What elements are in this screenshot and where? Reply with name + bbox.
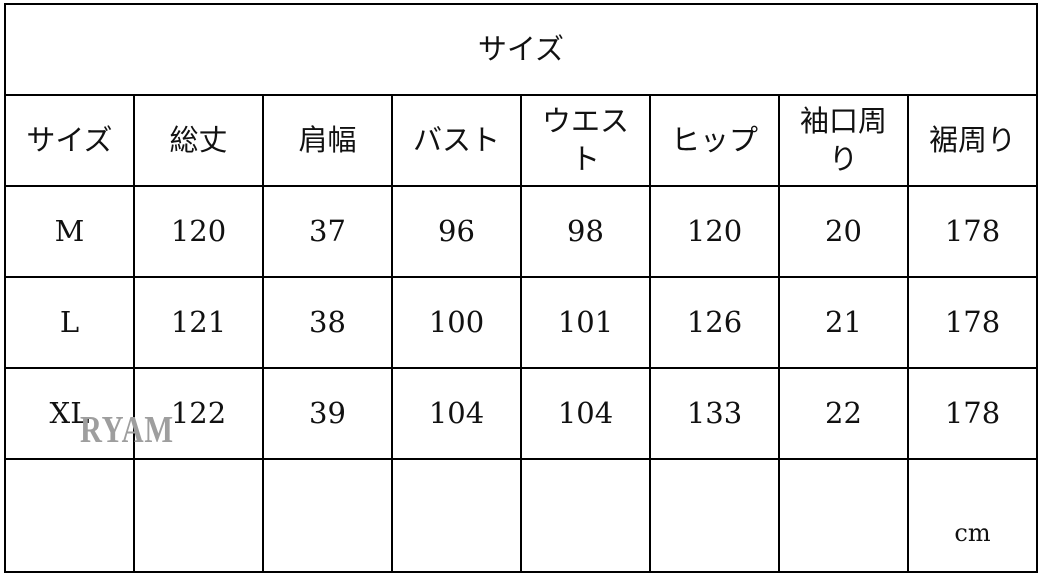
table-row: L 121 38 100 101 126 21 178 [4, 276, 1038, 369]
empty-cell [4, 458, 135, 573]
header-row: サイズ 総丈 肩幅 バスト ウエスト ヒップ 袖口周り 裾周り [4, 94, 1038, 187]
cell: 178 [907, 367, 1038, 460]
cell: 104 [391, 367, 522, 460]
cell: 122 [133, 367, 264, 460]
cell: 104 [520, 367, 651, 460]
cell: XL [4, 367, 135, 460]
cell: 133 [649, 367, 780, 460]
header-cell: サイズ [4, 94, 135, 187]
cell: M [4, 185, 135, 278]
empty-cell [133, 458, 264, 573]
cell: 126 [649, 276, 780, 369]
header-cell: 肩幅 [262, 94, 393, 187]
cell: 121 [133, 276, 264, 369]
cell: 100 [391, 276, 522, 369]
empty-cell [778, 458, 909, 573]
header-cell: バスト [391, 94, 522, 187]
cell: 22 [778, 367, 909, 460]
cell: 98 [520, 185, 651, 278]
cell: 178 [907, 276, 1038, 369]
cell: 21 [778, 276, 909, 369]
header-cell: ウエスト [520, 94, 651, 187]
table-row: M 120 37 96 98 120 20 178 [4, 185, 1038, 278]
empty-cell [262, 458, 393, 573]
header-cell: 袖口周り [778, 94, 909, 187]
cell: 101 [520, 276, 651, 369]
header-cell: ヒップ [649, 94, 780, 187]
cell: 39 [262, 367, 393, 460]
title-row: サイズ [4, 3, 1038, 96]
cell: 120 [649, 185, 780, 278]
watermark: RYAM [80, 409, 174, 451]
table-title: サイズ [4, 3, 1038, 96]
table-row: XL 122 39 104 104 133 22 178 [4, 367, 1038, 460]
cell: L [4, 276, 135, 369]
header-cell: 総丈 [133, 94, 264, 187]
cell: 37 [262, 185, 393, 278]
cell: 178 [907, 185, 1038, 278]
size-table: サイズ サイズ 総丈 肩幅 バスト ウエスト ヒップ 袖口周り 裾周り M 12… [4, 3, 1038, 573]
empty-cell [520, 458, 651, 573]
empty-cell [649, 458, 780, 573]
unit-row: cm [4, 458, 1038, 573]
cell: 38 [262, 276, 393, 369]
cell: 20 [778, 185, 909, 278]
header-cell: 裾周り [907, 94, 1038, 187]
empty-cell [391, 458, 522, 573]
cell: 120 [133, 185, 264, 278]
cell: 96 [391, 185, 522, 278]
unit-label: cm [907, 458, 1038, 573]
